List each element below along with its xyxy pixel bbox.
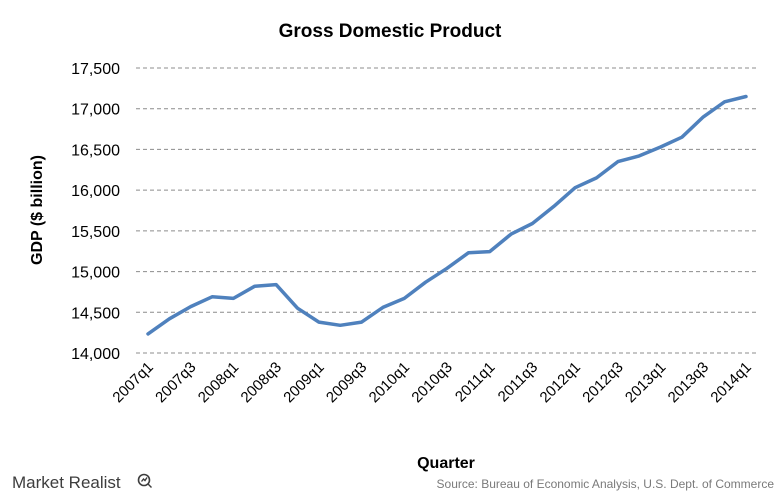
x-axis-ticks: 2007q12007q32008q12008q32009q12009q32010… [109, 359, 754, 406]
x-tick-label: 2010q1 [366, 359, 413, 406]
x-tick-label: 2013q1 [622, 359, 669, 406]
x-tick-label: 2011q1 [452, 359, 499, 406]
y-axis-title: GDP ($ billion) [29, 155, 46, 265]
x-tick-label: 2007q1 [109, 359, 156, 406]
y-tick-label: 15,000 [71, 265, 120, 282]
y-tick-label: 14,000 [71, 346, 120, 363]
x-tick-label: 2007q3 [152, 359, 199, 406]
x-tick-label: 2014q1 [707, 359, 754, 406]
x-tick-label: 2008q1 [195, 359, 242, 406]
y-tick-label: 17,500 [71, 61, 120, 78]
brand-name: Market Realist [12, 473, 121, 492]
y-tick-label: 17,000 [71, 102, 120, 119]
y-axis-ticks: 14,000 14,500 15,000 15,500 16,000 16,500 17,0… [71, 61, 120, 363]
y-tick-label: 16,500 [71, 142, 120, 159]
x-tick-label: 2012q3 [579, 359, 626, 406]
source-note: Source: Bureau of Economic Analysis, U.S… [437, 477, 775, 491]
y-tick-label: 14,500 [71, 305, 120, 322]
gdp-series-line [146, 94, 748, 336]
x-tick-label: 2013q3 [665, 359, 712, 406]
y-tick-label: 15,500 [71, 224, 120, 241]
gridlines [136, 67, 758, 354]
x-tick-label: 2012q1 [537, 359, 584, 406]
x-tick-label: 2010q3 [408, 359, 455, 406]
y-tick-label: 16,000 [71, 183, 120, 200]
x-tick-label: 2009q1 [280, 359, 327, 406]
x-tick-label: 2008q3 [238, 359, 285, 406]
x-tick-label: 2009q3 [323, 359, 370, 406]
x-axis-title: Quarter [417, 455, 475, 472]
chart-title: Gross Domestic Product [279, 21, 502, 42]
magnifier-icon [137, 473, 152, 488]
x-tick-label: 2011q3 [495, 359, 542, 406]
